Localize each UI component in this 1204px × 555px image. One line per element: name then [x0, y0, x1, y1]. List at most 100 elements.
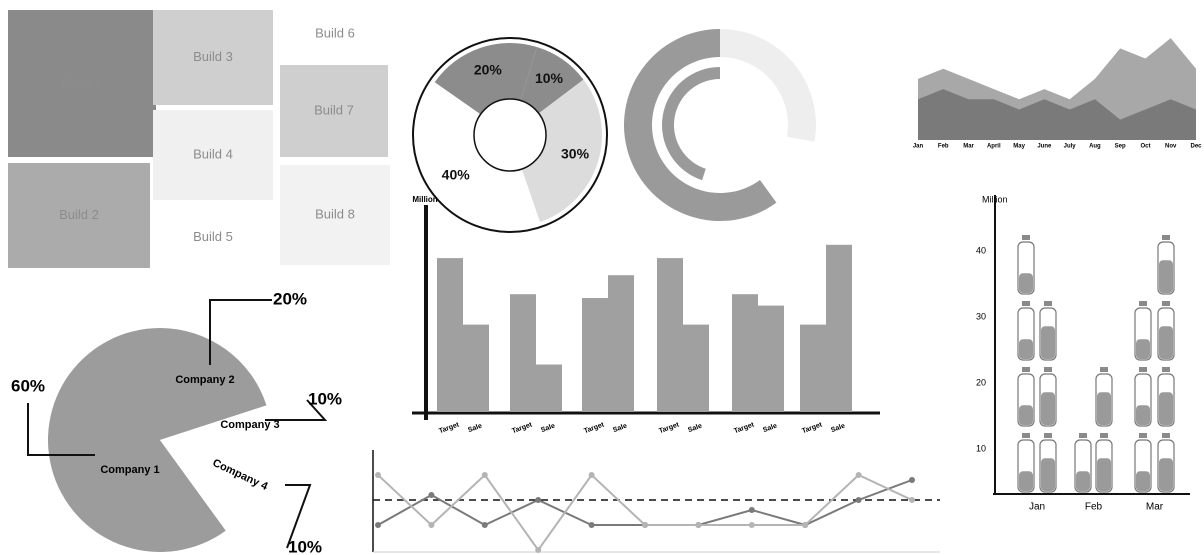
leader-line	[265, 399, 328, 421]
x-tick-label: Target	[658, 421, 681, 435]
bottle-stack	[1039, 301, 1057, 493]
bottle-cap	[1044, 367, 1052, 372]
leader-line	[285, 484, 312, 549]
point	[481, 472, 488, 478]
line	[377, 479, 913, 527]
point	[535, 497, 542, 503]
point	[481, 522, 488, 528]
bottle-cap	[1162, 433, 1170, 438]
y-axis-label: Million	[412, 195, 437, 204]
bottle-fill	[1159, 260, 1173, 293]
point	[428, 492, 435, 498]
pie-value-label: 10%	[308, 389, 342, 408]
point	[375, 472, 381, 478]
bottle-fill	[1159, 392, 1173, 425]
x-tick-label: July	[1064, 144, 1077, 150]
tile	[8, 163, 150, 268]
x-tick-label: April	[987, 144, 1001, 150]
bottle-cap	[1022, 433, 1030, 438]
bottle-cap	[1044, 433, 1052, 438]
x-tick-label: Sale	[830, 423, 846, 435]
x-tick-label: June	[1037, 144, 1052, 150]
x-tick-label: Oct	[1140, 144, 1150, 150]
bar	[758, 305, 784, 412]
bottle-fill	[1019, 339, 1033, 359]
pie-category-label: Company 1	[100, 464, 159, 476]
x-tick-label: Target	[801, 421, 824, 435]
bottle-stack	[1134, 301, 1152, 493]
pie-value-label: 10%	[288, 537, 322, 555]
bottle-fill	[1159, 326, 1173, 359]
bottle-fill	[1041, 458, 1055, 491]
tile-label: Build 6	[315, 25, 355, 40]
point	[588, 472, 595, 478]
tile	[153, 10, 273, 105]
tile-label: Build 7	[314, 102, 354, 117]
tile-label: Build 8	[315, 206, 355, 221]
bottle-fill	[1136, 405, 1150, 425]
donut-rim	[412, 37, 608, 233]
pie-category-label: Company 3	[220, 419, 279, 431]
point	[695, 522, 702, 528]
bottle-fill	[1041, 326, 1055, 359]
tile	[280, 65, 388, 157]
bottle-fill	[1097, 392, 1111, 425]
bottle-fill	[1041, 392, 1055, 425]
tile-label: Build 5	[193, 229, 233, 244]
x-tick-label: Aug	[1089, 144, 1101, 150]
bottle-cap	[1044, 301, 1052, 306]
bar	[683, 324, 709, 412]
x-tick-label: Sale	[762, 423, 778, 435]
tile-label: Build 3	[193, 49, 233, 64]
x-tick-label: Mar	[963, 144, 974, 150]
bottle-cap	[1162, 301, 1170, 306]
radial-arc	[662, 67, 720, 181]
bar	[582, 298, 608, 412]
point	[375, 522, 381, 528]
bottle-cap	[1022, 367, 1030, 372]
y-tick-label: 40	[976, 245, 986, 255]
segment-label: 30%	[561, 146, 590, 162]
area	[918, 89, 1196, 140]
bar	[800, 324, 826, 412]
bottle-stack	[1095, 367, 1113, 493]
radial-arc	[624, 29, 777, 221]
point	[748, 522, 755, 528]
y-axis-label: Million	[982, 194, 1008, 204]
x-tick-label: Dec	[1190, 144, 1202, 150]
x-tick-label: Feb	[938, 144, 949, 150]
tile	[280, 8, 390, 60]
y-tick-label: 20	[976, 377, 986, 387]
donut-hole	[473, 98, 547, 172]
x-tick-label: May	[1013, 144, 1025, 150]
bottle-stack	[1017, 235, 1035, 493]
pie-slice	[160, 405, 272, 475]
tile	[280, 165, 390, 265]
segment-label: 10%	[535, 70, 564, 86]
tile-label: Build 2	[59, 207, 99, 222]
pie-category-label: Company 2	[175, 374, 234, 386]
x-tick-label: Target	[438, 421, 461, 435]
x-tick-label: Nov	[1165, 144, 1177, 150]
bar	[657, 258, 683, 412]
bottle-cap	[1079, 433, 1087, 438]
bottle-cap	[1022, 235, 1030, 240]
x-tick-label: Sale	[687, 423, 703, 435]
x-tick-label: Mar	[1146, 502, 1164, 513]
tile-label: Build 4	[193, 146, 233, 161]
x-tick-label: Target	[583, 421, 606, 435]
bar	[732, 294, 758, 412]
point	[909, 477, 915, 483]
bar	[826, 244, 852, 412]
donut-segment	[434, 42, 537, 115]
bar	[437, 258, 463, 412]
x-tick-label: Jan	[1029, 502, 1045, 513]
bottle-cap	[1100, 433, 1108, 438]
bottle-cap	[1162, 367, 1170, 372]
bottle-cap	[1100, 367, 1108, 372]
leader-line	[209, 299, 272, 365]
tile	[153, 205, 273, 270]
bar	[463, 324, 489, 412]
point	[535, 547, 542, 553]
